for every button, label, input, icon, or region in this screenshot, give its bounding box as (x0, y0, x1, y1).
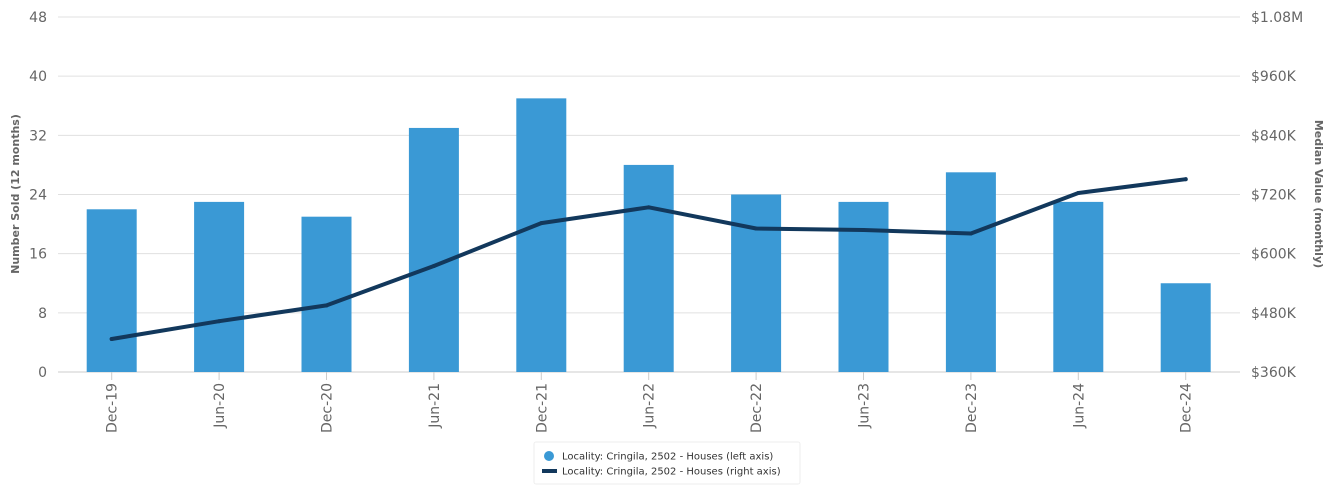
left-axis-ticks: 0 8 16 24 32 40 48 (29, 10, 47, 381)
bar-dec-20[interactable] (301, 216, 352, 372)
legend-bar-swatch[interactable] (544, 451, 554, 461)
line-point-dec-22[interactable] (754, 226, 759, 231)
x-tick-label: Dec-23 (964, 383, 980, 433)
bar-jun-20[interactable] (194, 201, 245, 372)
bar-series (86, 98, 1211, 373)
left-tick-label: 40 (29, 69, 47, 85)
x-tick-label: Jun-23 (857, 383, 873, 429)
line-point-jun-22[interactable] (646, 205, 651, 210)
bar-dec-23[interactable] (945, 172, 996, 372)
line-point-dec-20[interactable] (324, 303, 329, 308)
right-axis-title: Median Value (monthly) (1312, 120, 1325, 268)
left-tick-label: 48 (29, 10, 47, 26)
line-point-dec-24[interactable] (1183, 177, 1188, 182)
x-axis-ticks: Dec-19 Jun-20 Dec-20 Jun-21 Dec-21 Jun-22 Dec-… (105, 372, 1195, 433)
right-tick-label: $960K (1251, 69, 1297, 85)
legend: Locality: Cringila, 2502 - Houses (left … (533, 441, 801, 485)
right-tick-label: $600K (1251, 247, 1297, 263)
right-tick-label: $720K (1251, 188, 1297, 204)
line-point-jun-23[interactable] (861, 228, 866, 232)
x-tick-label: Dec-22 (749, 383, 765, 433)
bar-dec-21[interactable] (516, 98, 567, 373)
line-point-dec-23[interactable] (968, 231, 973, 236)
right-tick-label: $1.08M (1251, 10, 1303, 26)
line-series (109, 177, 1188, 341)
left-axis-title: Number Sold (12 months) (9, 114, 22, 274)
legend-box (533, 441, 801, 485)
x-tick-label: Dec-19 (105, 383, 121, 433)
right-tick-label: $360K (1251, 365, 1297, 381)
line-point-dec-21[interactable] (539, 221, 544, 226)
bar-jun-23[interactable] (838, 201, 889, 372)
bar-dec-22[interactable] (731, 194, 782, 373)
x-tick-label: Jun-24 (1071, 383, 1087, 429)
legend-bar-label[interactable]: Locality: Cringila, 2502 - Houses (left … (562, 452, 773, 463)
right-tick-label: $840K (1251, 128, 1297, 144)
x-tick-label: Jun-21 (427, 383, 443, 429)
line-point-dec-19[interactable] (109, 336, 114, 341)
right-axis-ticks: $360K $480K $600K $720K $840K $960K $1.08M (1251, 10, 1303, 381)
x-tick-label: Dec-24 (1179, 383, 1195, 433)
left-tick-label: 8 (38, 306, 47, 322)
bar-dec-24[interactable] (1160, 283, 1211, 372)
left-tick-label: 32 (29, 128, 47, 144)
x-tick-label: Dec-21 (534, 383, 550, 433)
bar-jun-22[interactable] (623, 164, 674, 372)
legend-line-swatch[interactable] (542, 469, 557, 473)
line-point-jun-20[interactable] (217, 319, 222, 324)
bar-jun-21[interactable] (408, 127, 459, 372)
x-tick-label: Jun-20 (212, 383, 228, 429)
legend-line-label[interactable]: Locality: Cringila, 2502 - Houses (right… (562, 467, 781, 478)
bar-dec-19[interactable] (86, 209, 137, 372)
left-tick-label: 16 (29, 247, 47, 263)
bar-jun-24[interactable] (1053, 201, 1104, 372)
left-tick-label: 24 (29, 188, 47, 204)
line-point-jun-24[interactable] (1076, 191, 1081, 196)
left-tick-label: 0 (38, 365, 47, 381)
x-tick-label: Dec-20 (320, 383, 336, 433)
line-point-jun-21[interactable] (431, 263, 436, 268)
x-tick-label: Jun-22 (642, 383, 658, 429)
right-tick-label: $480K (1251, 306, 1297, 322)
